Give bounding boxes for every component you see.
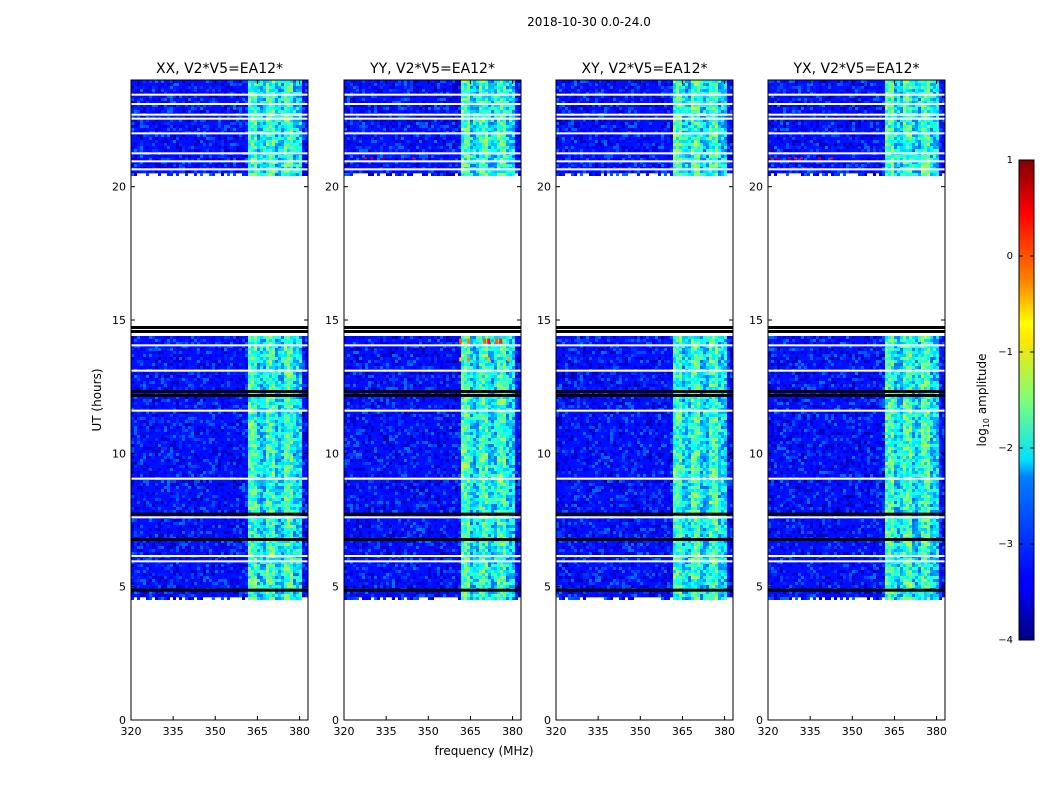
x-tick-label: 350: [630, 725, 651, 738]
colorbar-label: log10 amplitude: [975, 354, 991, 447]
axes-frame: [130, 79, 309, 721]
x-tick-label: 350: [842, 725, 863, 738]
x-tick-label: 350: [418, 725, 439, 738]
panel-title: YX, V2*V5=EA12*: [793, 61, 920, 77]
y-tick-label: 15: [749, 314, 763, 327]
figure-suptitle: 2018-10-30 0.0-24.0: [527, 15, 651, 29]
colorbar-tick-label: −1: [998, 347, 1013, 358]
panel-title: YY, V2*V5=EA12*: [369, 61, 495, 77]
heatmap-image: [768, 80, 945, 600]
x-tick-label: 335: [800, 725, 821, 738]
y-tick-label: 10: [749, 447, 763, 460]
x-tick-label: 365: [460, 725, 481, 738]
x-tick-label: 365: [884, 725, 905, 738]
x-tick-label: 335: [588, 725, 609, 738]
x-tick-label: 320: [334, 725, 355, 738]
heatmap-image: [131, 80, 308, 600]
panel-4: 320 335 350 365 380 0 5 10 15 20 YX, V2*V5=EA12*: [749, 61, 947, 738]
x-tick-label: 350: [205, 725, 226, 738]
x-tick-label: 380: [289, 725, 310, 738]
panel-2: 320 335 350 365 380 0 5 10 15 20 YY, V2*V5=EA12*: [325, 61, 523, 738]
heatmap-image: [344, 80, 521, 600]
y-tick-label: 10: [537, 447, 551, 460]
x-tick-label: 320: [121, 725, 142, 738]
y-tick-label: 0: [544, 714, 551, 727]
y-tick-label: 5: [332, 581, 339, 594]
colorbar-tick-label: −3: [998, 539, 1013, 550]
x-axis-label: frequency (MHz): [434, 744, 533, 758]
panel-title: XY, V2*V5=EA12*: [582, 61, 708, 77]
y-tick-label: 20: [325, 181, 339, 194]
y-tick-label: 15: [537, 314, 551, 327]
colorbar-tick-label: 1: [1007, 155, 1013, 166]
x-tick-label: 380: [502, 725, 523, 738]
colorbar-tick-label: −2: [998, 443, 1013, 454]
x-tick-label: 320: [546, 725, 567, 738]
y-tick-label: 0: [756, 714, 763, 727]
panel-title: XX, V2*V5=EA12*: [156, 61, 283, 77]
x-tick-label: 365: [672, 725, 693, 738]
y-tick-label: 10: [112, 447, 126, 460]
x-tick-label: 335: [163, 725, 184, 738]
colorbar-gradient: [1018, 159, 1035, 641]
panel-3: 320 335 350 365 380 0 5 10 15 20 XY, V2*V5=EA12*: [537, 61, 735, 738]
y-tick-label: 0: [119, 714, 126, 727]
colorbar-tick-label: −4: [998, 635, 1013, 646]
axes-frame: [767, 79, 946, 721]
colorbar: 1 0 −1 −2 −3 −4 log10 amplitude: [975, 155, 1035, 646]
axes-frame: [343, 79, 522, 721]
y-tick-label: 5: [544, 581, 551, 594]
x-tick-label: 380: [714, 725, 735, 738]
x-tick-label: 320: [758, 725, 779, 738]
y-tick-label: 20: [749, 181, 763, 194]
y-tick-label: 10: [325, 447, 339, 460]
y-tick-label: 20: [537, 181, 551, 194]
colorbar-tick-label: 0: [1007, 251, 1013, 262]
x-tick-label: 380: [926, 725, 947, 738]
y-tick-label: 5: [119, 581, 126, 594]
x-tick-label: 365: [247, 725, 268, 738]
y-tick-label: 15: [112, 314, 126, 327]
heatmap-image: [556, 80, 733, 600]
y-tick-label: 5: [756, 581, 763, 594]
y-axis-label: UT (hours): [90, 368, 104, 431]
y-tick-label: 0: [332, 714, 339, 727]
panel-1: 320 335 350 365 380 0 5 10 15 20 XX, V2*V5=EA12*: [112, 61, 310, 738]
x-tick-label: 335: [376, 725, 397, 738]
y-tick-label: 15: [325, 314, 339, 327]
y-tick-label: 20: [112, 181, 126, 194]
axes-frame: [555, 79, 734, 721]
